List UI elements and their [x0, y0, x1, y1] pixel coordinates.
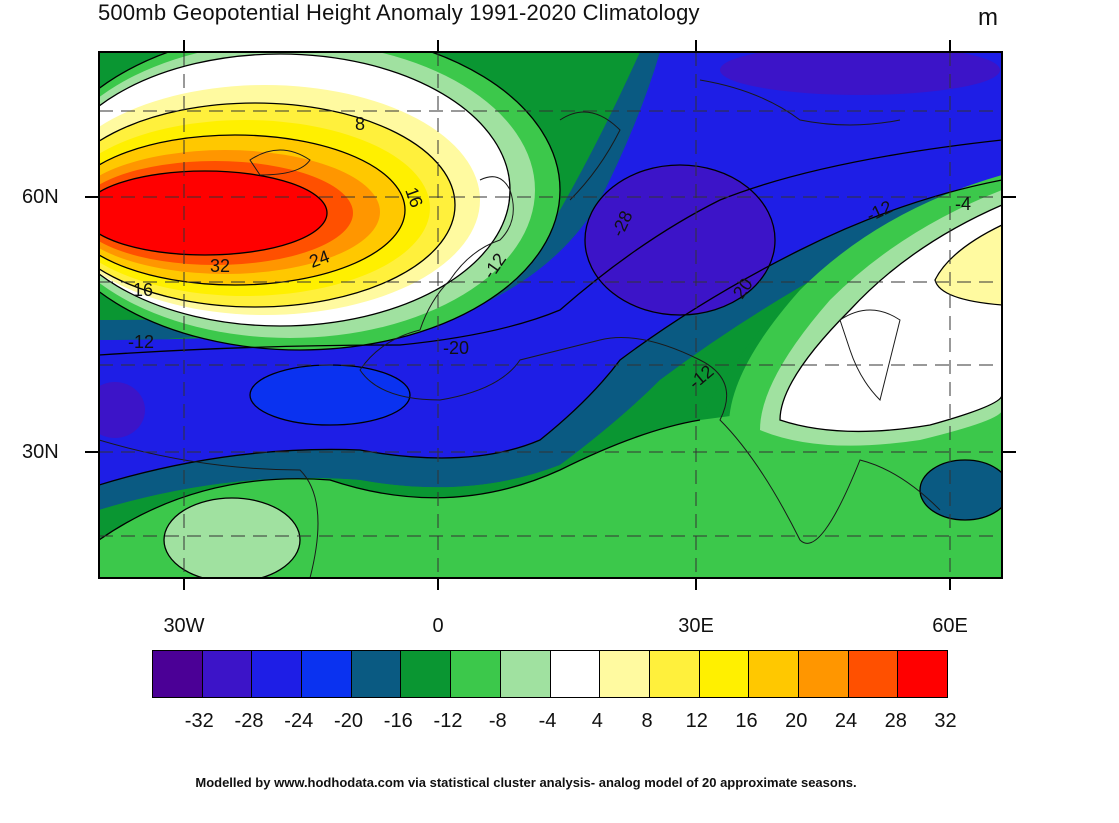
colorbar-swatch [351, 651, 402, 697]
lat-label-60n: 60N [22, 186, 59, 208]
colorbar-label: 32 [934, 710, 957, 732]
colorbar-label: 20 [785, 710, 808, 732]
grid-lines [99, 52, 1002, 578]
axis-ticks [85, 40, 1016, 590]
colorbar-label: -32 [184, 710, 214, 732]
contour-label: 32 [210, 256, 230, 276]
contour-label: 8 [355, 114, 365, 134]
map-title: 500mb Geopotential Height Anomaly 1991-2… [98, 0, 700, 25]
lon-label-0: 0 [432, 615, 444, 637]
coastlines [99, 79, 941, 578]
colorbar-swatch [202, 651, 253, 697]
colorbar-label: 16 [735, 710, 758, 732]
colorbar-label: 24 [834, 710, 858, 732]
colorbar-label: -12 [433, 710, 463, 732]
colorbar-swatch [302, 651, 352, 697]
contour-label: -20 [443, 338, 469, 358]
colorbar-swatch [252, 651, 303, 697]
footer-credit: Modelled by www.hodhodata.com via statis… [195, 775, 857, 790]
colorbar-label: 12 [685, 710, 708, 732]
contour-label: -4 [955, 194, 971, 214]
contour-label: 16 [133, 280, 153, 300]
anomaly-field: 8 16 32 24 16 -12 -12 -28 -20 20 -12 -12… [99, 52, 1002, 578]
lon-label-60e: 60E [932, 615, 968, 637]
colorbar-label: -8 [488, 710, 507, 732]
colorbar-swatch [153, 651, 203, 697]
unit-label: m [978, 4, 998, 31]
colorbar-swatch [848, 651, 899, 697]
colorbar-label: -28 [234, 710, 264, 732]
colorbar-swatch [401, 651, 452, 697]
colorbar-swatch [451, 651, 501, 697]
colorbar-swatch [699, 651, 750, 697]
lat-label-30n: 30N [22, 441, 59, 463]
colorbar-swatch [600, 651, 650, 697]
colorbar-label: -16 [383, 710, 413, 732]
colorbar-label: 28 [884, 710, 907, 732]
colorbar-label: -4 [538, 710, 557, 732]
colorbar-label: -20 [334, 710, 363, 732]
colorbar-swatch [649, 651, 700, 697]
lon-label-30w: 30W [163, 615, 205, 637]
contour-label: -12 [128, 332, 154, 352]
colorbar-label: 4 [591, 710, 603, 732]
lon-label-30e: 30E [678, 615, 714, 637]
colorbar-label: 8 [641, 710, 653, 732]
colorbar-swatch [749, 651, 799, 697]
colorbar-swatch [898, 651, 947, 697]
colorbar-swatch [798, 651, 849, 697]
colorbar-swatch [500, 651, 551, 697]
colorbar-swatch [550, 651, 601, 697]
map-frame [98, 51, 1003, 579]
colorbar [152, 650, 948, 698]
colorbar-label: -24 [284, 710, 314, 732]
